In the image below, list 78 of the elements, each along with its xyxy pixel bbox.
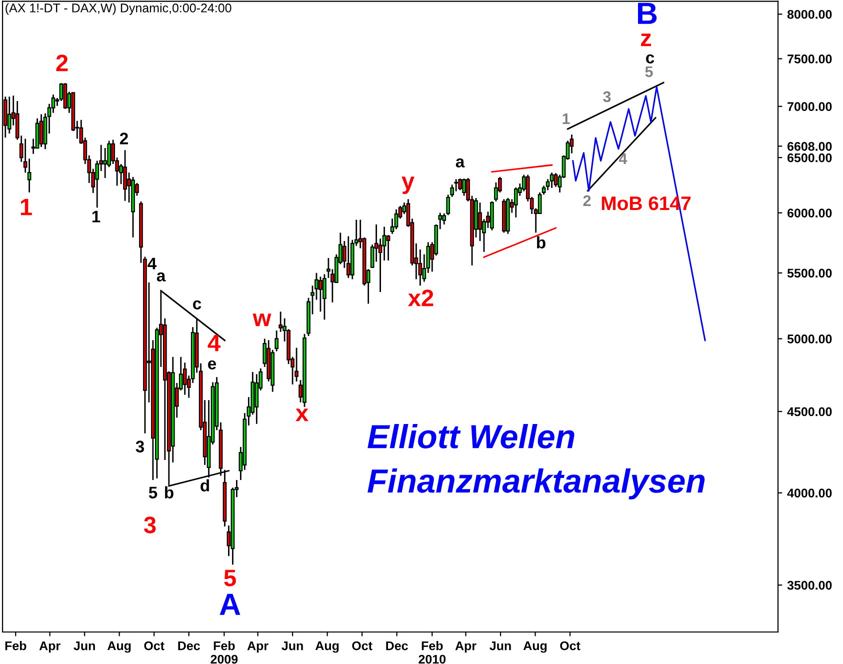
x-tick-label: Aug [107, 641, 131, 653]
chart-title: (AX 1!-DT - DAX,W) Dynamic,0:00-24:00 [6, 3, 232, 15]
x-tick-label: Dec [386, 641, 408, 650]
y-tick-label: 4000.00 [787, 488, 832, 498]
candlestick [294, 347, 298, 382]
candlestick [63, 82, 68, 110]
candlestick [346, 236, 350, 279]
annotation: 4 [148, 258, 157, 270]
candlestick [274, 330, 279, 352]
x-tick-label: Aug [523, 641, 547, 653]
annotation: a [156, 272, 166, 282]
x-tick-label: Jun [490, 641, 511, 650]
y-tick-label: 8000.00 [787, 10, 832, 19]
annotation: B [638, 2, 657, 24]
annotation: 2 [583, 195, 591, 206]
annotation: b [537, 236, 546, 248]
candlestick [550, 172, 554, 189]
candlestick [514, 186, 518, 218]
candlestick [123, 149, 127, 202]
x-tick-label: Dec [178, 641, 200, 650]
x-tick-label: Feb [5, 641, 26, 650]
annotation: c [646, 54, 654, 64]
candlestick [386, 234, 390, 262]
x-tick-label: Oct [144, 641, 164, 650]
annotation: 2 [120, 132, 128, 144]
candlestick [322, 273, 326, 320]
annotation: e [208, 360, 216, 370]
x-tick-label: Feb 2009 [210, 641, 238, 664]
annotation: c [193, 300, 202, 310]
annotation: 4 [618, 153, 628, 164]
annotation: 5 [645, 66, 653, 78]
candlestick [458, 178, 462, 191]
annotation: x [296, 408, 308, 422]
annotation: 3 [136, 440, 144, 452]
annotation: 1 [562, 113, 570, 124]
x-tick-label: Apr [455, 641, 476, 653]
x-tick-label: Apr [247, 641, 268, 653]
y-tick-label: 6000.00 [787, 208, 832, 218]
candlestick [454, 178, 458, 192]
annotation: 3 [603, 91, 611, 102]
annotation: 2 [56, 54, 68, 72]
x-tick-label: Apr [39, 641, 60, 653]
annotation: a [456, 158, 465, 168]
annotation: 1 [20, 198, 32, 216]
y-tick-label: 7000.00 [788, 102, 832, 112]
annotation: 1 [92, 210, 100, 222]
annotation: A [220, 594, 240, 615]
y-tick-label: 5000.00 [787, 334, 832, 344]
y-tick-label: 3500.00 [787, 580, 832, 590]
annotation: y [402, 176, 414, 194]
x-tick-label: Oct [352, 641, 372, 650]
candlestick [318, 276, 322, 312]
annotation: z [641, 34, 652, 46]
annotation: 3 [144, 516, 156, 534]
candlestick [7, 96, 12, 134]
x-tick-label: Feb 2010 [418, 641, 446, 664]
x-tick-label: Oct [560, 641, 580, 650]
annotation: w [252, 314, 272, 326]
annotation: b [165, 486, 174, 498]
candlestick [103, 147, 108, 179]
x-tick-label: Jun [282, 641, 303, 650]
annotation: 5 [224, 570, 236, 586]
annotation: d [200, 479, 209, 492]
x-tick-label: Aug [315, 641, 339, 653]
y-tick-label: 5500.00 [787, 268, 832, 278]
candlestick [39, 114, 44, 148]
y-tick-label: 6500.00 [787, 153, 832, 162]
annotation: x2 [408, 290, 434, 306]
annotation: Elliott Wellen Finanzmarktanalysen [368, 424, 705, 500]
candlestick [462, 178, 466, 196]
line-series [572, 86, 706, 342]
y-tick-label: 7500.00 [788, 54, 832, 64]
x-tick-label: Jun [74, 641, 95, 650]
y-tick-label: 4500.00 [787, 407, 832, 416]
candlestick [394, 208, 398, 230]
y-tick-label: 6608.00 [787, 142, 832, 151]
annotation: 5 [148, 486, 158, 498]
annotation: 4 [208, 334, 220, 352]
